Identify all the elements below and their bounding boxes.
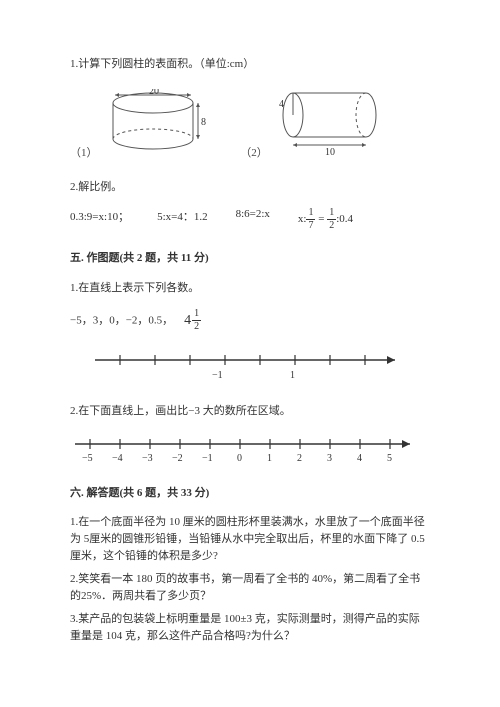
s6-p2: 2.笑笑看一本 180 页的故事书，第一周看了全书的 40%，第二周看了全书的2… [70, 571, 430, 605]
ratio-item: 5:x=4：1.2 [157, 208, 208, 231]
number-line-1-icon: −1 1 [90, 346, 410, 384]
q1-prompt: 1.计算下列圆柱的表面积。（单位:cm） [70, 55, 430, 71]
ratio-item: 0.3:9=x:10； [70, 208, 129, 231]
mixed-fraction: 4 12 [184, 309, 201, 332]
fig1-top-dim: 20 [149, 89, 159, 97]
s6-p1: 1.在一个底面半径为 10 厘米的圆柱形杯里装满水，水里放了一个底面半径为 5厘… [70, 514, 430, 565]
tick-label: −1 [212, 370, 223, 381]
tick-label: 3 [327, 453, 332, 464]
cylinder-2-icon: 4 10 [271, 85, 391, 157]
text: = [315, 213, 327, 225]
figure-1-label: （1） [70, 144, 98, 160]
section-6-title: 六. 解答题(共 6 题，共 33 分) [70, 484, 430, 500]
tick-label: −1 [202, 453, 213, 464]
fraction: 12 [327, 208, 336, 231]
q2-prompt: 2.解比例。 [70, 178, 430, 194]
figure-2-label: （2） [240, 144, 268, 160]
tick-label: 5 [387, 453, 392, 464]
fig2-bottom-dim: 10 [325, 147, 335, 157]
ratio-item-frac: x:17 = 12:0.4 [298, 208, 353, 231]
s5-q1-values: −5，3，0，−2，0.5， 4 12 [70, 309, 430, 332]
fig2-left-dim: 4 [279, 99, 284, 110]
figures-row: （1） 20 8 [70, 85, 430, 160]
text: −5，3，0，−2，0.5， [70, 315, 173, 327]
ratio-row: 0.3:9=x:10； 5:x=4：1.2 8:6=2:x x:17 = 12:… [70, 208, 430, 231]
text: x: [298, 213, 307, 225]
s6-p3: 3.某产品的包装袋上标明重量是 100±3 克，实际测量时，测得产品的实际重量是… [70, 611, 430, 645]
section-5-title: 五. 作图题(共 2 题，共 11 分) [70, 249, 430, 265]
tick-label: 4 [357, 453, 362, 464]
fig1-right-dim: 8 [201, 117, 206, 128]
tick-label: −3 [142, 453, 153, 464]
tick-label: −5 [82, 453, 93, 464]
text: :0.4 [336, 213, 353, 225]
tick-label: 2 [297, 453, 302, 464]
s5-q1-prompt: 1.在直线上表示下列各数。 [70, 279, 430, 295]
number-line-2-icon: −5 −4 −3 −2 −1 0 1 2 3 4 5 [70, 432, 420, 466]
figure-1: （1） 20 8 [70, 89, 210, 160]
tick-label: 1 [290, 370, 295, 381]
cylinder-1-icon: 20 8 [100, 89, 210, 157]
tick-label: 1 [267, 453, 272, 464]
tick-label: −4 [112, 453, 123, 464]
tick-label: 0 [237, 453, 242, 464]
s5-q2-prompt: 2.在下面直线上，画出比−3 大的数所在区域。 [70, 402, 430, 418]
figure-2: （2） 4 10 [240, 85, 390, 160]
tick-label: −2 [172, 453, 183, 464]
ratio-item: 8:6=2:x [236, 208, 270, 231]
